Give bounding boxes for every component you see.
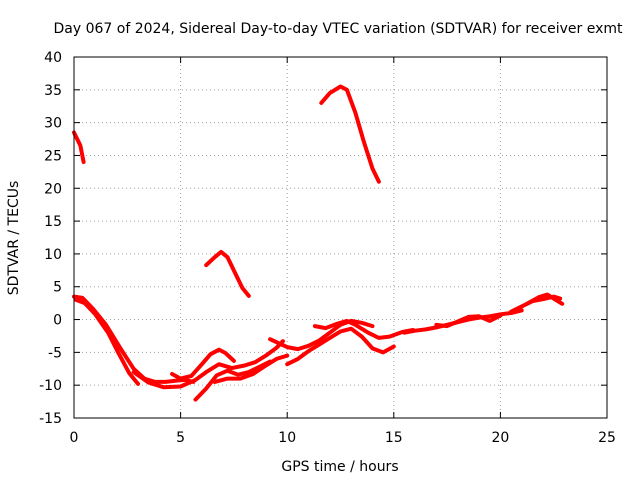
y-tick-label: 0 xyxy=(53,313,62,329)
series-arc-n xyxy=(434,313,503,329)
y-tick-label: 35 xyxy=(44,83,62,99)
y-tick-label: 10 xyxy=(44,247,62,263)
series-arc-h xyxy=(193,359,273,402)
x-tick-label: 25 xyxy=(598,430,616,446)
y-tick-label: -15 xyxy=(39,411,62,427)
y-axis-title: SDTVAR / TECUs xyxy=(6,181,22,296)
y-tick-label: -10 xyxy=(39,378,62,394)
y-tick-label: -5 xyxy=(48,345,62,361)
series-arc-j xyxy=(268,318,375,352)
y-tick-label: 15 xyxy=(44,214,62,230)
x-tick-label: 5 xyxy=(176,430,185,446)
grid-layer xyxy=(74,57,607,418)
x-tick-label: 15 xyxy=(385,430,403,446)
series-arc-p xyxy=(526,292,565,306)
y-tick-label: 5 xyxy=(53,280,62,296)
series-arc-e xyxy=(74,297,140,386)
series-arc-f xyxy=(131,339,285,390)
y-tick-label: 40 xyxy=(44,50,62,66)
x-tick-label: 10 xyxy=(278,430,296,446)
y-tick-label: 30 xyxy=(44,116,62,132)
series-arc-g xyxy=(170,347,236,381)
series-arc-m xyxy=(402,308,524,335)
series-arc-c xyxy=(319,84,381,184)
series-arc-l xyxy=(312,318,415,340)
x-axis-title: GPS time / hours xyxy=(281,459,398,475)
tick-layer: 0 5 10 15 20 25 -15 -10 -5 0 5 10 15 20 25 30 35 40 xyxy=(39,50,616,446)
x-tick-label: 20 xyxy=(491,430,509,446)
plot-frame xyxy=(73,56,608,419)
series-arc-a xyxy=(72,130,86,164)
series-arc-b xyxy=(204,249,251,298)
data-layer xyxy=(72,84,565,402)
y-tick-label: 25 xyxy=(44,148,62,164)
series-arc-k xyxy=(285,326,396,367)
y-tick-label: 20 xyxy=(44,181,62,197)
series-arc-i xyxy=(212,353,290,384)
chart-title: Day 067 of 2024, Sidereal Day-to-day VTE… xyxy=(54,21,624,37)
x-tick-label: 0 xyxy=(70,430,79,446)
